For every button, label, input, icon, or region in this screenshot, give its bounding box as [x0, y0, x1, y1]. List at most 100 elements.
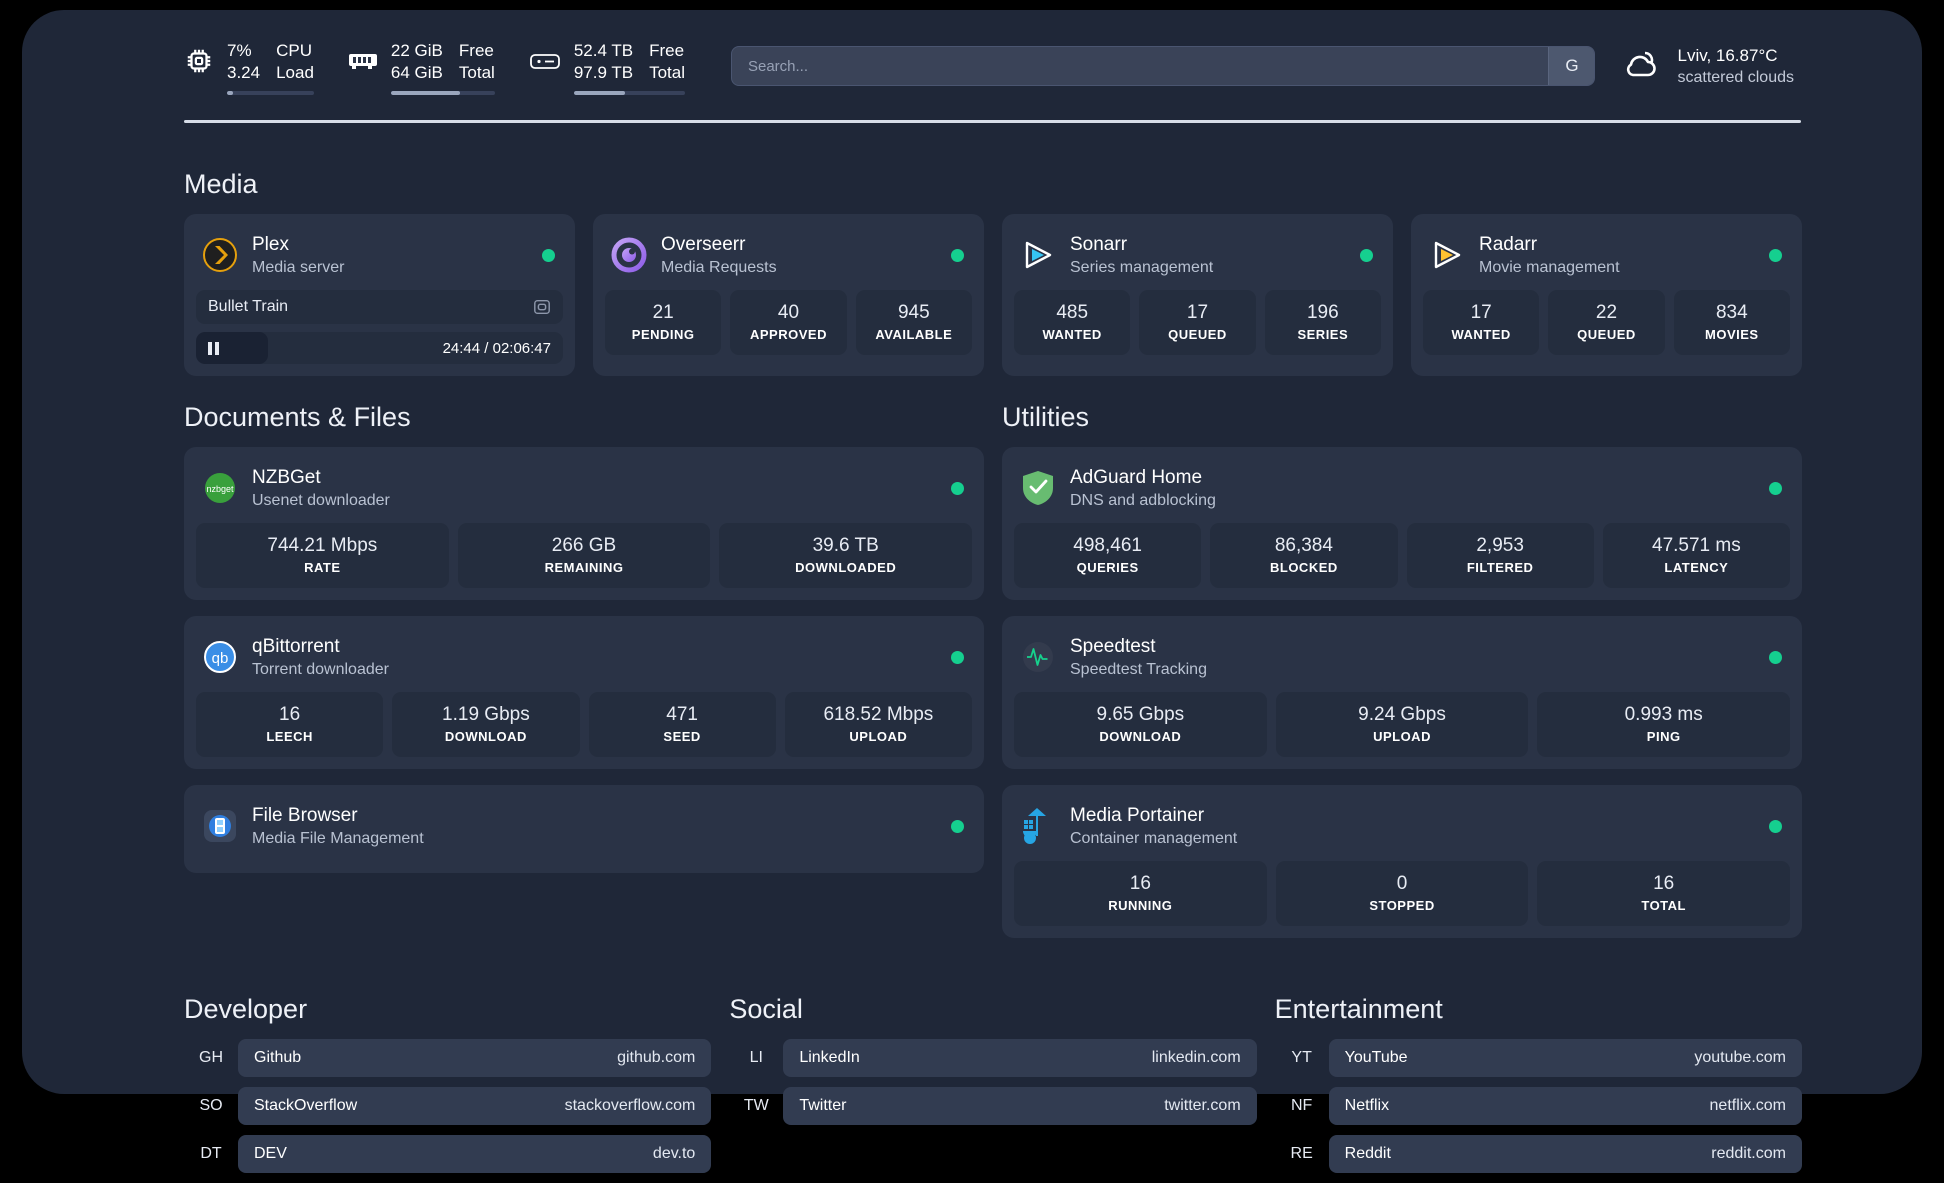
bookmark-group: Developer GH Github github.com SO StackOverfl… — [184, 994, 712, 1183]
stat-label: QUEUED — [1577, 327, 1636, 342]
bookmark-link[interactable]: NF Netflix netflix.com — [1275, 1087, 1802, 1125]
stat-label-primary: CPU — [276, 41, 312, 60]
stat-value: 834 — [1715, 302, 1748, 323]
playback-time: 24:44 / 02:06:47 — [442, 339, 551, 357]
dashboard-frame: 7% 3.24 CPU Load 22 GiB 64 GiB Free Total 52.4 T… — [22, 10, 1922, 1173]
stat-label: DOWNLOAD — [1099, 729, 1182, 744]
search-bar[interactable]: G — [730, 46, 1596, 86]
stat-label: FILTERED — [1466, 560, 1534, 575]
stat-label: LEECH — [266, 729, 313, 744]
bookmark-abbreviation: SO — [199, 1097, 223, 1114]
status-indicator-online — [1769, 819, 1782, 833]
service-card[interactable]: Media Portainer Container management 16 RUN… — [1002, 785, 1802, 938]
stat-tile: 618.52 Mbps UPLOAD — [784, 692, 972, 757]
bookmark-link[interactable]: YT YouTube youtube.com — [1275, 1039, 1802, 1077]
stat-value-primary: 7% — [227, 41, 252, 60]
bookmark-name: YouTube — [1344, 1049, 1408, 1066]
stat-value: 2,953 — [1476, 535, 1524, 556]
stat-value: 47.571 ms — [1652, 535, 1741, 556]
service-card[interactable]: Speedtest Speedtest Tracking 9.65 Gbps DOWN… — [1002, 616, 1802, 769]
bookmark-url: netflix.com — [1709, 1097, 1786, 1114]
status-indicator-online — [1360, 248, 1373, 262]
stat-label: APPROVED — [750, 327, 827, 342]
stat-value: 945 — [897, 302, 930, 323]
stat-label: DOWNLOAD — [444, 729, 527, 744]
stat-widget-1: 7% 3.24 CPU Load — [184, 37, 314, 95]
stat-value: 1.19 Gbps — [442, 704, 530, 725]
hard-disk-icon — [529, 37, 561, 85]
header-divider — [184, 120, 1801, 123]
stat-value: 471 — [666, 704, 698, 725]
stat-tile: 47.571 ms LATENCY — [1602, 523, 1790, 588]
now-playing-title: Bullet Train — [208, 298, 289, 315]
bookmark-group: Entertainment YT YouTube youtube.com NF Netfl… — [1275, 994, 1802, 1183]
bookmark-group-title: Entertainment — [1274, 994, 1443, 1024]
bookmark-link[interactable]: DT DEV dev.to — [184, 1135, 712, 1173]
stat-label-primary: Free — [649, 41, 685, 60]
service-card-header: Plex Media server — [196, 226, 563, 290]
stat-label: STOPPED — [1369, 898, 1435, 913]
service-card[interactable]: Overseerr Media Requests 21 PENDING 40 APPROV… — [593, 214, 984, 376]
stat-label: LATENCY — [1664, 560, 1729, 575]
stat-tile: 39.6 TB DOWNLOADED — [719, 523, 973, 588]
stat-label-secondary: Load — [276, 63, 314, 82]
stat-label: MOVIES — [1705, 327, 1759, 342]
portainer-docker-icon — [1020, 808, 1056, 844]
utilities-column: AdGuard Home DNS and adblocking 498,461 QUE… — [1002, 447, 1802, 938]
service-card[interactable]: Sonarr Series management 485 WANTED 17 QUEUED… — [1002, 214, 1393, 376]
stat-tile: 2,953 FILTERED — [1406, 523, 1594, 588]
search-provider-button[interactable]: G — [1548, 47, 1595, 85]
now-playing-bar: Bullet Train — [196, 290, 563, 324]
stat-value: 9.24 Gbps — [1358, 704, 1446, 725]
speedtest-pulse-icon — [1020, 639, 1056, 675]
stat-label: BLOCKED — [1269, 560, 1338, 575]
stat-tile: 945 AVAILABLE — [855, 290, 972, 355]
svg-text:nzbget: nzbget — [206, 484, 234, 494]
service-stats: 498,461 QUERIES 86,384 BLOCKED 2,953 FILTERED… — [1014, 523, 1790, 588]
stat-tile: 1.19 Gbps DOWNLOAD — [392, 692, 580, 757]
service-card[interactable]: Plex Media server Bullet Train 24:44 / 02:0… — [184, 214, 575, 376]
stat-value: 618.52 Mbps — [823, 704, 934, 725]
service-card-header: Speedtest Speedtest Tracking — [1014, 628, 1790, 692]
stat-value: 16 — [279, 704, 301, 725]
service-subtitle: DNS and adblocking — [1070, 492, 1216, 509]
service-card[interactable]: File Browser Media File Management — [184, 785, 984, 873]
stat-tile: 266 GB REMAINING — [457, 523, 711, 588]
service-card[interactable]: qb qBittorrent Torrent downloader 16 LEECH 1.… — [184, 616, 984, 769]
bookmark-link[interactable]: RE Reddit reddit.com — [1275, 1135, 1802, 1173]
stat-tile: 485 WANTED — [1014, 290, 1131, 355]
search-input[interactable] — [731, 47, 1549, 85]
stat-progress-bar — [573, 91, 685, 95]
stat-value-secondary: 3.24 — [227, 63, 261, 82]
service-card-header: Media Portainer Container management — [1014, 797, 1790, 861]
qbittorrent-icon: qb — [202, 639, 238, 675]
playback-progress[interactable]: 24:44 / 02:06:47 — [196, 332, 563, 364]
stat-value-secondary: 64 GiB — [390, 63, 443, 82]
stat-widget-2: 22 GiB 64 GiB Free Total — [348, 37, 495, 95]
status-indicator-online — [951, 481, 964, 495]
stat-label: QUERIES — [1076, 560, 1139, 575]
bookmark-link[interactable]: TW Twitter twitter.com — [729, 1087, 1257, 1125]
bookmark-abbreviation: LI — [749, 1049, 763, 1066]
stat-value: 16 — [1129, 873, 1151, 894]
memory-ram-icon — [348, 37, 378, 85]
nzbget-icon: nzbget — [202, 470, 238, 506]
bookmark-link[interactable]: SO StackOverflow stackoverflow.com — [184, 1087, 712, 1125]
overseerr-icon — [611, 237, 647, 273]
service-card[interactable]: Radarr Movie management 17 WANTED 22 QUEUED 83… — [1411, 214, 1802, 376]
stat-tile: 744.21 Mbps RATE — [196, 523, 449, 588]
pause-icon[interactable] — [208, 341, 219, 355]
service-card-header: Radarr Movie management — [1423, 226, 1790, 290]
bookmarks-area: Developer GH Github github.com SO StackOverfl… — [162, 994, 1802, 1183]
service-subtitle: Torrent downloader — [252, 661, 389, 678]
stat-label: SERIES — [1297, 327, 1349, 342]
bookmark-abbreviation: GH — [199, 1049, 223, 1066]
bookmark-link[interactable]: GH Github github.com — [184, 1039, 712, 1077]
stat-value: 498,461 — [1073, 535, 1142, 556]
bookmark-link[interactable]: LI LinkedIn linkedin.com — [729, 1039, 1257, 1077]
cast-icon — [533, 298, 551, 316]
stat-value: 86,384 — [1274, 535, 1333, 556]
service-card[interactable]: nzbget NZBGet Usenet downloader 744.21 Mbps… — [184, 447, 984, 600]
service-card[interactable]: AdGuard Home DNS and adblocking 498,461 QUE… — [1002, 447, 1802, 600]
svg-text:qb: qb — [212, 650, 229, 667]
